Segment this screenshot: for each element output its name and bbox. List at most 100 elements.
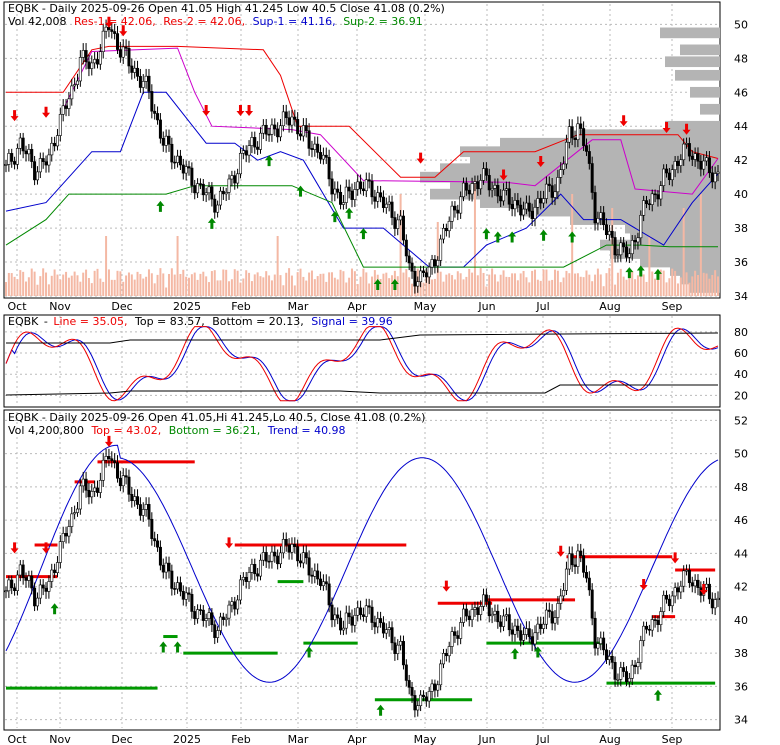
trend-candle: [339, 617, 343, 631]
oscillator-line: [5, 326, 719, 402]
price-candle: [187, 166, 191, 169]
price-candle: [339, 191, 343, 205]
price-candle: [570, 126, 574, 139]
trend-tick-label: 52: [734, 414, 748, 427]
buy-arrow: [296, 185, 305, 197]
volume-bar: [305, 280, 308, 296]
trend-candle: [256, 573, 260, 577]
month-label: Dec: [111, 733, 132, 745]
volume-bar: [27, 277, 30, 296]
volume-bar: [585, 270, 588, 296]
trend-candle: [367, 605, 371, 608]
oscillator-grid: [5, 316, 719, 406]
trend-candle: [390, 627, 394, 644]
volume-profile-bar: [480, 197, 720, 208]
x-axis-labels: Oct Oct Nov Nov Dec Dec 2025 2025 Feb Feb Mar Mar Ap…: [7, 300, 682, 745]
trend-candle: [70, 513, 74, 527]
trend-candle: [487, 601, 491, 617]
trend-candle: [613, 662, 617, 680]
trend-candle: [244, 576, 248, 582]
trend-candle: [304, 552, 308, 559]
price-candle: [181, 164, 185, 174]
volume-bar: [602, 286, 605, 296]
volume-profile-bar: [675, 69, 720, 81]
trend-candle: [599, 637, 603, 644]
res2-line: [62, 47, 719, 195]
oscillator-tick-label: 40: [734, 368, 748, 381]
price-candle: [124, 46, 128, 49]
trend-candle: [250, 564, 254, 573]
price-candle: [407, 255, 411, 264]
trend-candle: [107, 456, 111, 460]
month-label: Jun: [477, 733, 495, 745]
trend-candle: [138, 504, 142, 516]
trend-candle: [144, 504, 148, 510]
trend-candle: [647, 628, 651, 631]
volume-bar: [330, 272, 333, 296]
trend-candle: [4, 590, 8, 593]
price-candle: [607, 230, 611, 236]
volume-bar: [116, 270, 119, 296]
volume-bar: [136, 271, 139, 296]
trend-candle: [419, 694, 423, 706]
price-candle: [84, 50, 88, 63]
price-candle: [441, 227, 445, 240]
volume-bar: [296, 272, 299, 296]
trend-candle: [27, 575, 31, 581]
trend-candle: [713, 599, 717, 609]
trend-candle: [433, 683, 437, 691]
price-candle: [665, 168, 669, 174]
trend-candle: [444, 653, 448, 657]
trend-candle: [416, 705, 420, 711]
price-candle: [536, 198, 540, 208]
price-candle: [41, 158, 45, 162]
trend-candle: [439, 663, 443, 686]
price-candle: [502, 189, 506, 202]
month-label: Jun: [477, 300, 495, 313]
trend-candle: [101, 459, 105, 481]
buy-arrow: [376, 704, 385, 716]
trend-candle: [456, 635, 460, 639]
volume-bar: [371, 276, 374, 296]
price-candle: [444, 227, 448, 232]
trend-candle: [467, 615, 471, 621]
volume-bar: [711, 274, 714, 296]
price-candle: [384, 203, 388, 208]
price-candle: [281, 111, 285, 127]
price-candle: [293, 116, 297, 120]
price-candle: [167, 135, 171, 145]
month-label: Aug: [599, 300, 620, 313]
trend-candle: [359, 607, 363, 615]
trend-candle: [496, 610, 500, 623]
price-candle: [490, 188, 494, 191]
price-candle: [507, 188, 511, 205]
trend-candle: [490, 613, 494, 617]
trend-candle: [596, 643, 600, 649]
volume-bar: [482, 272, 485, 296]
price-candle: [567, 126, 571, 143]
trend-candle: [590, 589, 594, 619]
price-candle: [602, 212, 606, 226]
trend-candle: [33, 587, 37, 607]
price-candle: [610, 230, 614, 238]
volume-bar: [196, 279, 199, 296]
trend-candle: [379, 618, 383, 624]
price-candle: [359, 181, 363, 190]
trend-candle: [153, 538, 157, 542]
trend-candle: [687, 569, 691, 583]
month-label: May: [414, 733, 437, 745]
price-candle: [496, 184, 500, 197]
volume-bar: [659, 269, 662, 296]
sell-arrow: [639, 578, 648, 590]
price-candle: [679, 159, 683, 166]
price-candle: [301, 125, 305, 137]
buy-arrow: [625, 267, 634, 279]
volume-bar: [565, 270, 568, 296]
trend-candle: [361, 614, 365, 617]
volume-bar: [162, 273, 165, 296]
volume-bar: [10, 273, 13, 296]
sell-arrow: [236, 105, 245, 117]
trend-candle: [321, 581, 325, 586]
trend-grid: [5, 412, 719, 728]
volume-bar: [462, 279, 465, 296]
